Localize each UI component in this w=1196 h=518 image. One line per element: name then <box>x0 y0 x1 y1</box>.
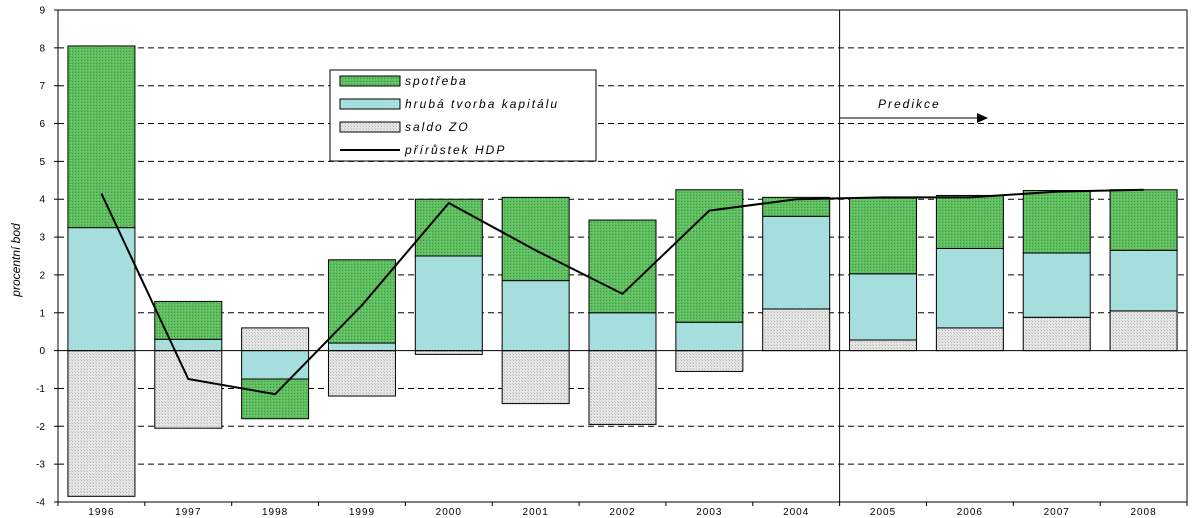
bar-segment <box>935 247 1004 329</box>
x-tick-label: 2001 <box>523 507 549 518</box>
y-tick-label: 7 <box>39 81 45 92</box>
bar-segment <box>501 196 570 282</box>
bar-segment <box>67 350 136 497</box>
bar-segment <box>414 255 483 352</box>
prediction-label: Predikce <box>878 97 941 111</box>
legend-swatch <box>339 121 401 133</box>
bar-segment <box>67 45 136 229</box>
y-axis-label: procentní bod <box>9 223 23 298</box>
x-tick-label: 1999 <box>349 507 375 518</box>
legend-label: přírůstek HDP <box>404 143 506 157</box>
y-tick-label: -4 <box>36 498 45 509</box>
x-tick-label: 2002 <box>609 507 635 518</box>
bar-segment <box>849 339 918 352</box>
x-tick-label: 2003 <box>696 507 722 518</box>
x-tick-label: 2007 <box>1044 507 1070 518</box>
x-tick-label: 2005 <box>870 507 896 518</box>
bar-segment <box>935 194 1004 249</box>
bars <box>67 45 1178 497</box>
y-tick-label: -2 <box>36 422 45 433</box>
bar-segment <box>241 378 310 420</box>
bar-segment <box>1109 249 1178 312</box>
bar-segment <box>414 350 483 355</box>
bar-segment <box>327 342 396 352</box>
y-tick-label: -1 <box>36 384 45 395</box>
bar-segment <box>67 227 136 352</box>
y-tick-label: 2 <box>39 270 45 281</box>
bar-segment <box>935 327 1004 352</box>
y-tick-label: 1 <box>39 308 45 319</box>
bar-segment <box>1022 190 1091 254</box>
bar-segment <box>1022 316 1091 352</box>
bar-segment <box>849 197 918 275</box>
bar-segment <box>1022 252 1091 318</box>
bar-segment <box>1109 189 1178 251</box>
bar-segment <box>588 312 657 352</box>
bar-segment <box>241 327 310 352</box>
gdp-line <box>100 188 1144 396</box>
x-tick-label: 1996 <box>88 507 114 518</box>
tick-labels: -4 -3 -2 -1 0 1 2 3 4 5 6 7 8 9 1996 1997 1998 1999 2000 20… <box>36 6 1156 518</box>
legend-label: spotřeba <box>405 74 468 88</box>
y-tick-label: 8 <box>39 43 45 54</box>
bar-segment <box>675 350 744 372</box>
y-tick-label: 0 <box>39 346 45 357</box>
gdp-line-path <box>100 188 1144 396</box>
bar-segment <box>241 350 310 380</box>
y-tick-label: 3 <box>39 233 45 244</box>
bar-segment <box>762 215 831 310</box>
y-tick-label: 9 <box>39 6 45 17</box>
x-tick-label: 2004 <box>783 507 809 518</box>
bar-segment <box>588 350 657 425</box>
x-tick-label: 2000 <box>436 507 462 518</box>
y-tick-label: -3 <box>36 460 45 471</box>
bar-segment <box>1109 310 1178 352</box>
bar-segment <box>154 300 223 340</box>
bar-segment <box>154 350 223 429</box>
bar-segment <box>501 350 570 405</box>
bar-segment <box>154 338 223 352</box>
bar-segment <box>588 219 657 314</box>
legend-swatch <box>339 75 401 87</box>
y-tick-label: 5 <box>39 157 45 168</box>
legend-label: saldo ZO <box>405 120 470 134</box>
prediction-arrowhead <box>977 113 988 123</box>
bar-segment <box>327 350 396 397</box>
legend: spotřeba hrubá tvorba kapitálu saldo ZO pří… <box>329 69 597 162</box>
x-tick-label: 1998 <box>262 507 288 518</box>
bar-segment <box>675 321 744 352</box>
axes <box>54 9 1188 506</box>
bar-segment <box>849 273 918 341</box>
bar-segment <box>501 280 570 352</box>
bar-segment <box>414 198 483 257</box>
x-tick-label: 2008 <box>1130 507 1156 518</box>
y-tick-label: 4 <box>39 195 45 206</box>
plot-frame <box>57 9 1188 503</box>
prediction-annotation: Predikce <box>839 97 988 123</box>
legend-label: hrubá tvorba kapitálu <box>405 97 559 111</box>
y-tick-label: 6 <box>39 119 45 130</box>
x-tick-label: 1997 <box>175 507 201 518</box>
x-tick-label: 2006 <box>957 507 983 518</box>
bar-segment <box>762 308 831 352</box>
legend-swatch <box>339 98 401 110</box>
